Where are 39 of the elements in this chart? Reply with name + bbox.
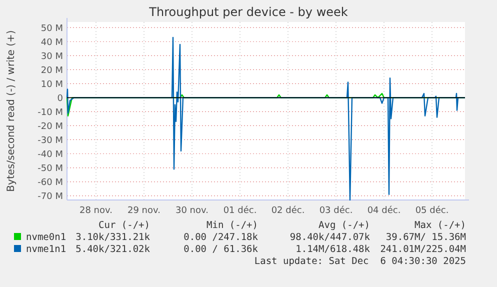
text: Avg (-/+) xyxy=(318,220,370,231)
text: Last update: Sat Dec 6 04:30:30 2025 xyxy=(254,256,466,267)
y-tick-label: -10 M xyxy=(38,108,63,118)
text: 0.00 / 61.36k xyxy=(184,244,258,255)
text: Cur (-/+) xyxy=(98,220,150,231)
text: 5.40k/321.02k xyxy=(76,244,150,255)
x-tick-label: 03 déc. xyxy=(319,205,353,216)
x-tick-label: 05 déc. xyxy=(415,205,449,216)
text: 98.40k/447.07k xyxy=(290,232,370,243)
text: 0.00 /247.18k xyxy=(184,232,258,243)
y-axis-title: Bytes/second read (-) / write (+) xyxy=(6,30,17,192)
text: Max (-/+) xyxy=(414,220,466,231)
x-tick-label: 29 nov. xyxy=(127,206,161,216)
text: Min (-/+) xyxy=(206,220,258,231)
y-tick-label: 10 M xyxy=(40,80,63,90)
y-tick-label: 50 M xyxy=(40,24,63,34)
y-tick-label: 30 M xyxy=(40,52,63,62)
text: 3.10k/331.21k xyxy=(76,232,150,243)
x-tick-label: 01 déc. xyxy=(223,205,257,216)
y-tick-label: -60 M xyxy=(38,178,63,188)
y-tick-label: 20 M xyxy=(40,66,63,76)
y-tick-label: -40 M xyxy=(38,150,63,160)
x-tick-label: 28 nov. xyxy=(79,206,113,216)
x-tick-label: 02 déc. xyxy=(271,205,305,216)
y-tick-label: -20 M xyxy=(38,122,63,132)
y-tick-label: -50 M xyxy=(38,164,63,174)
text: 241.01M/225.04M xyxy=(380,244,466,255)
legend-label: nvme0n1 xyxy=(26,232,66,243)
x-tick-label: 04 déc. xyxy=(367,205,401,216)
y-tick-label: 40 M xyxy=(40,38,63,48)
y-tick-label: -70 M xyxy=(38,192,63,202)
y-tick-label: 0 xyxy=(57,94,64,104)
legend-label: nvme1n1 xyxy=(26,244,66,255)
y-tick-label: -30 M xyxy=(38,136,63,146)
text: 1.14M/618.48k xyxy=(296,244,370,255)
line-series xyxy=(66,36,466,201)
text: 39.67M/ 15.36M xyxy=(386,232,466,243)
chart-title: Throughput per device - by week xyxy=(148,5,348,19)
x-tick-label: 30 nov. xyxy=(175,206,209,216)
